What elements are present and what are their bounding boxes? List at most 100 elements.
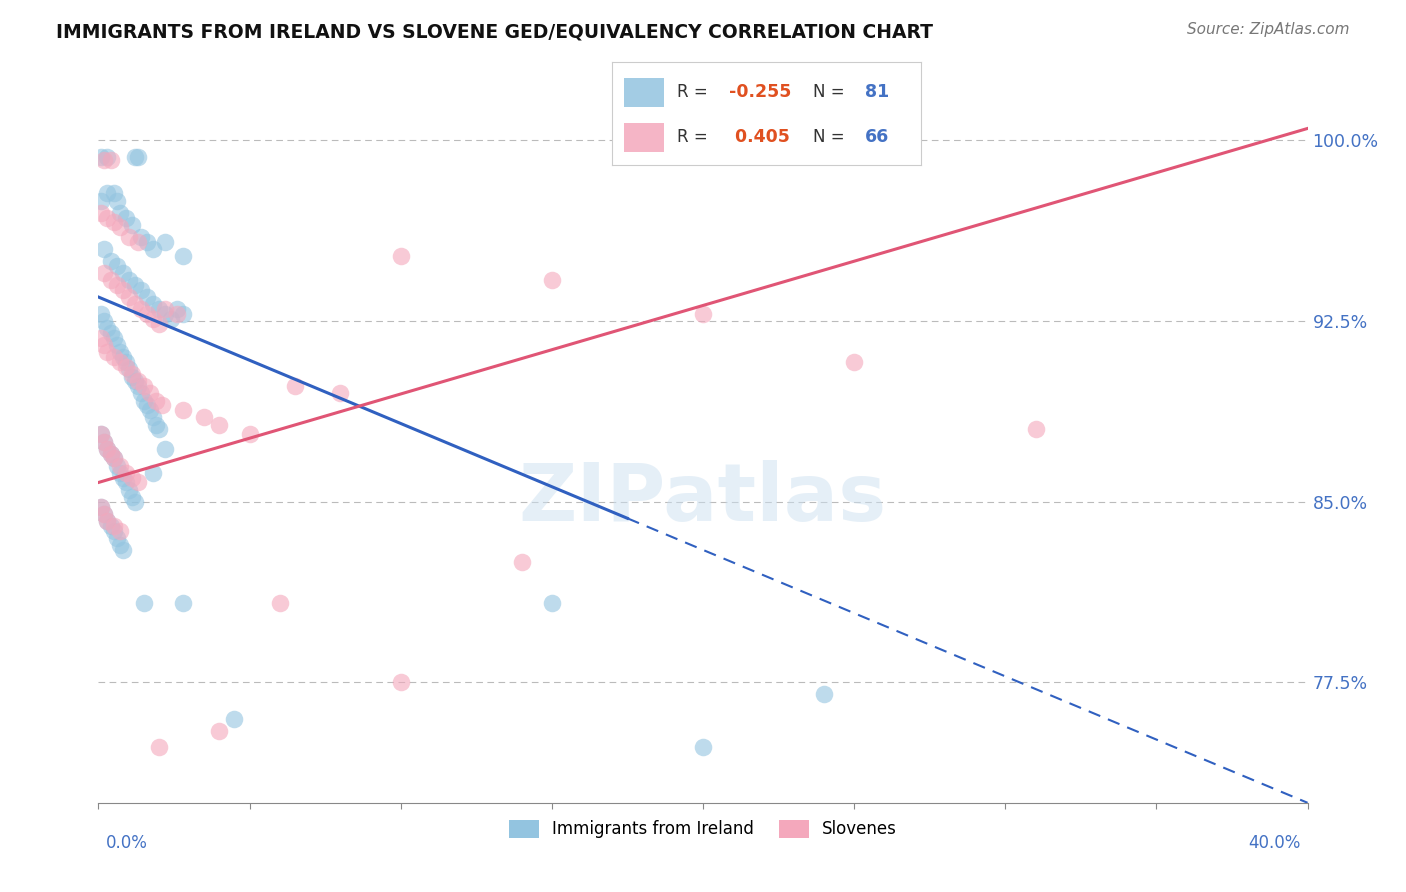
Point [108,205,131,219]
Point [100,273,122,287]
Point [111,283,134,297]
Point [127,379,149,393]
Point [90,331,112,345]
Point [129,230,152,244]
Point [121,369,143,384]
Point [100,518,122,533]
Point [108,524,131,538]
Point [93,266,115,280]
Point [329,386,352,401]
Point [100,253,122,268]
Bar [624,78,664,106]
Point [1024,423,1046,437]
Point [193,410,215,425]
Point [139,386,162,401]
Point [93,338,115,352]
Point [124,297,146,311]
Point [153,301,176,316]
Point [103,186,125,201]
Point [142,311,165,326]
Point [132,393,155,408]
Point [129,283,152,297]
Text: R =: R = [676,83,713,101]
Text: IMMIGRANTS FROM IRELAND VS SLOVENE GED/EQUIVALENCY CORRELATION CHART: IMMIGRANTS FROM IRELAND VS SLOVENE GED/E… [56,22,934,41]
Point [118,273,141,287]
Point [103,518,125,533]
Point [96,186,118,201]
Point [105,458,128,473]
Point [114,359,136,374]
Point [153,235,176,249]
Point [145,417,167,432]
Text: N =: N = [813,83,849,101]
Point [142,297,165,311]
Point [692,307,714,321]
Point [96,211,118,225]
Point [148,317,170,331]
Point [96,514,118,528]
Point [108,538,131,552]
Point [142,242,165,256]
Point [93,314,115,328]
Point [93,153,115,167]
Point [124,150,146,164]
Point [160,311,183,326]
Point [172,596,194,610]
Point [118,362,141,376]
Point [105,278,128,293]
Point [114,211,136,225]
Point [93,507,115,521]
Bar [624,123,664,152]
Point [103,331,125,345]
Point [90,500,112,514]
Point [90,427,112,442]
Text: 81: 81 [865,83,890,101]
Point [90,307,112,321]
Point [124,374,146,388]
Text: 0.0%: 0.0% [105,834,148,852]
Point [121,218,143,232]
Point [121,490,143,504]
Point [118,483,141,497]
Text: N =: N = [813,128,849,145]
Point [510,555,533,569]
Point [239,427,262,442]
Point [153,307,176,321]
Point [127,235,149,249]
Point [121,470,143,484]
Point [150,398,173,412]
Point [124,278,146,293]
Text: -0.255: -0.255 [730,83,792,101]
Text: 66: 66 [865,128,890,145]
Point [111,542,134,557]
Point [813,687,835,701]
Point [135,398,157,412]
Point [844,355,866,369]
Point [100,446,122,460]
Point [103,524,125,538]
Point [284,379,307,393]
Point [103,215,125,229]
Point [96,345,118,359]
Text: Source: ZipAtlas.com: Source: ZipAtlas.com [1187,22,1350,37]
Point [108,355,131,369]
Point [114,355,136,369]
Point [132,379,155,393]
Point [108,466,131,480]
Point [90,427,112,442]
Point [153,442,176,456]
Point [389,675,412,690]
Point [172,403,194,417]
Point [135,307,157,321]
Point [90,205,112,219]
Point [90,500,112,514]
Point [172,249,194,263]
Point [105,531,128,545]
Point [208,417,231,432]
Point [269,596,291,610]
Point [540,273,562,287]
Point [93,242,115,256]
Point [93,434,115,449]
Legend: Immigrants from Ireland, Slovenes: Immigrants from Ireland, Slovenes [502,813,904,845]
Point [96,442,118,456]
